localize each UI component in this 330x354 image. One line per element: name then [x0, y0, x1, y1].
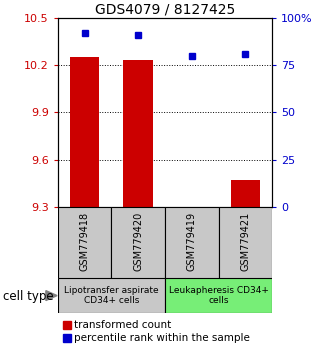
Text: GSM779418: GSM779418 — [80, 211, 89, 271]
Text: cell type: cell type — [3, 290, 54, 303]
Title: GDS4079 / 8127425: GDS4079 / 8127425 — [95, 2, 235, 17]
Bar — [58, 207, 112, 278]
Bar — [165, 207, 218, 278]
Text: GSM779420: GSM779420 — [133, 211, 143, 271]
Polygon shape — [46, 291, 57, 301]
Text: Lipotransfer aspirate
CD34+ cells: Lipotransfer aspirate CD34+ cells — [64, 286, 159, 305]
Bar — [70, 57, 99, 207]
Bar — [218, 207, 272, 278]
Text: Leukapheresis CD34+
cells: Leukapheresis CD34+ cells — [169, 286, 269, 305]
Bar — [123, 59, 153, 207]
Legend: transformed count, percentile rank within the sample: transformed count, percentile rank withi… — [63, 320, 250, 343]
Text: GSM779421: GSM779421 — [241, 211, 250, 271]
Text: GSM779419: GSM779419 — [187, 211, 197, 271]
Bar — [165, 278, 272, 313]
Bar — [231, 180, 260, 207]
Bar — [58, 278, 165, 313]
Bar — [112, 207, 165, 278]
